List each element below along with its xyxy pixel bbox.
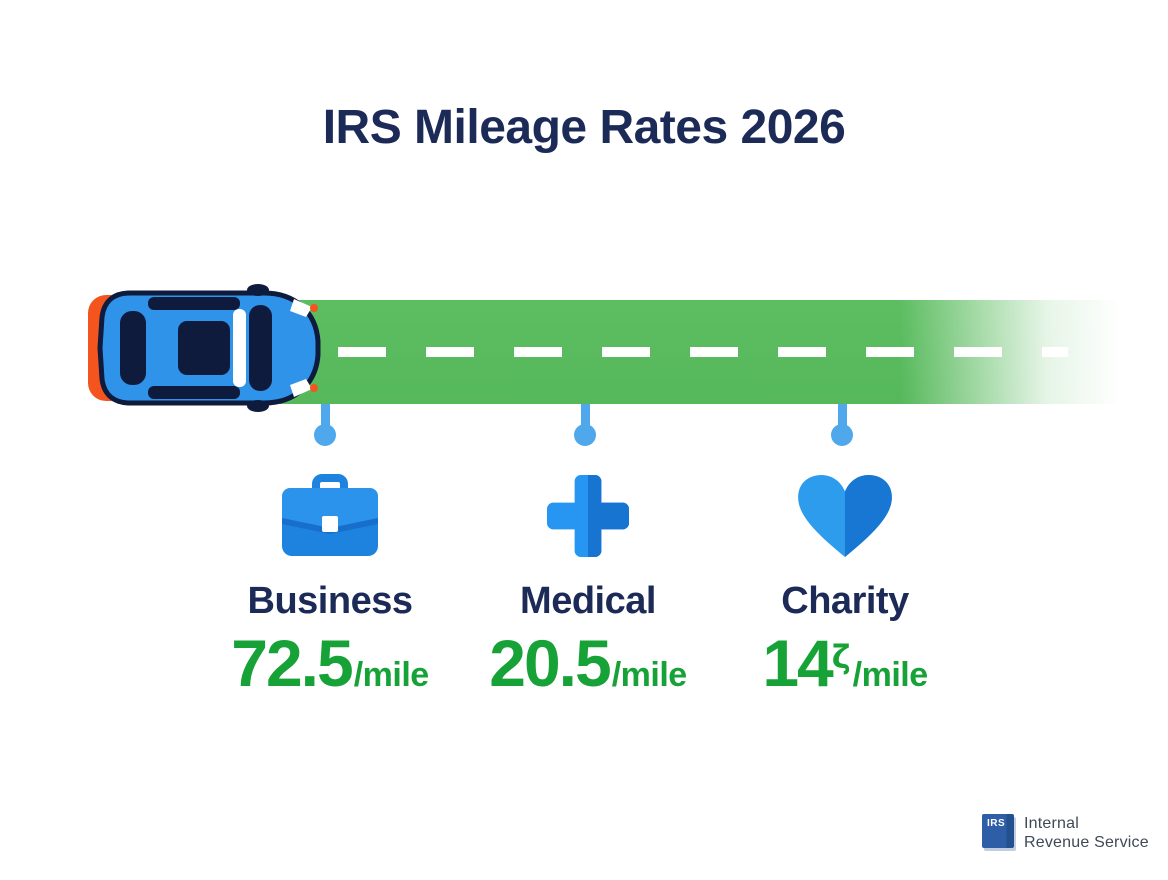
pin-stem bbox=[320, 404, 330, 434]
road-pin-medical bbox=[574, 404, 596, 454]
road-pin-business bbox=[314, 404, 336, 454]
briefcase-icon bbox=[190, 462, 470, 570]
rate-value: 72.5 bbox=[231, 626, 353, 700]
irs-org-name: Internal Revenue Service bbox=[1024, 814, 1149, 852]
category-business: Business 72.5/mile bbox=[190, 462, 470, 701]
category-medical: Medical 20.5/mile bbox=[448, 462, 728, 701]
car-top-view-illustration bbox=[86, 283, 326, 413]
rate-value: 20.5 bbox=[489, 626, 611, 700]
irs-org-line2: Revenue Service bbox=[1024, 834, 1149, 852]
rate-line: 72.5/mile bbox=[190, 625, 470, 701]
road-pin-charity bbox=[831, 404, 853, 454]
car-icon bbox=[88, 284, 321, 412]
category-charity: Charity 14ζ/mile bbox=[705, 462, 985, 701]
pin-dot bbox=[831, 424, 853, 446]
pin-dot bbox=[574, 424, 596, 446]
rate-line: 20.5/mile bbox=[448, 625, 728, 701]
rate-unit: /mile bbox=[852, 656, 928, 694]
pin-stem bbox=[580, 404, 590, 434]
pin-dot bbox=[314, 424, 336, 446]
rate-unit: /mile bbox=[611, 656, 687, 694]
irs-logo: IRS Internal Revenue Service bbox=[982, 814, 1149, 852]
rate-unit: /mile bbox=[353, 656, 429, 694]
rate-line: 14ζ/mile bbox=[705, 625, 985, 701]
road-dashed-line bbox=[338, 347, 1068, 357]
charity-unit-symbol: ζ bbox=[831, 638, 851, 676]
category-label: Medical bbox=[520, 580, 656, 622]
irs-logo-mark: IRS bbox=[982, 814, 1014, 848]
pin-stem bbox=[837, 404, 847, 434]
irs-org-line1: Internal bbox=[1024, 815, 1079, 832]
medical-cross-icon bbox=[448, 462, 728, 570]
rate-value: 14 bbox=[762, 626, 833, 700]
category-label: Charity bbox=[781, 580, 909, 622]
heart-icon bbox=[705, 462, 985, 570]
category-label: Business bbox=[247, 580, 413, 622]
page-title: IRS Mileage Rates 2026 bbox=[322, 101, 846, 154]
road-fade-overlay bbox=[900, 292, 1168, 412]
